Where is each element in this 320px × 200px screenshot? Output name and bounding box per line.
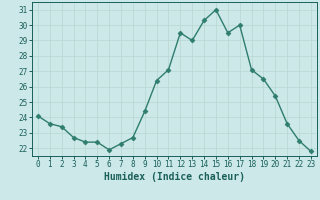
X-axis label: Humidex (Indice chaleur): Humidex (Indice chaleur) bbox=[104, 172, 245, 182]
